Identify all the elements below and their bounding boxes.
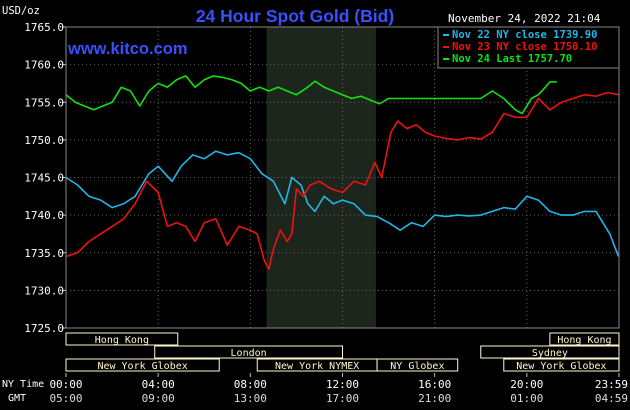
y-axis-ticks: 1765.0 1760.0 1755.0 1750.0 1745.0 1740.0 1735…	[24, 21, 66, 335]
x-tick-label-ny: 00:00	[49, 378, 82, 391]
session-bar	[154, 345, 343, 359]
x-tick-label-gmt: 09:00	[142, 392, 175, 405]
session-label: New York NYMEX	[275, 361, 359, 372]
ny-time-label: NY Time	[2, 379, 44, 390]
y-unit-label: USD/oz	[2, 5, 40, 17]
series-line	[65, 75, 557, 115]
grid-lines	[65, 26, 620, 329]
x-tick-label-gmt: 04:59	[595, 392, 628, 405]
x-tick-label-ny: 23:59	[595, 378, 628, 391]
session-bar	[65, 358, 220, 372]
series-layer	[65, 75, 620, 271]
x-tick-label-ny: 12:00	[326, 378, 359, 391]
x-tick-label-gmt: 13:00	[234, 392, 267, 405]
x-tick-label-gmt: 21:00	[418, 392, 451, 405]
plot-frame	[65, 26, 620, 329]
timestamp: November 24, 2022 21:04	[448, 12, 601, 25]
y-tick-label: 1750.0	[24, 134, 64, 147]
session-bar	[65, 332, 179, 346]
x-tick-label-gmt: 17:00	[326, 392, 359, 405]
y-tick-label: 1745.0	[24, 172, 64, 185]
x-tick-label-ny: 04:00	[142, 378, 175, 391]
x-tick-label-ny: 08:00	[234, 378, 267, 391]
session-label: NY Globex	[390, 361, 444, 372]
legend-label: Nov 23 NY close 1750.10	[452, 41, 597, 53]
y-tick-label: 1755.0	[24, 96, 64, 109]
session-label: London	[231, 348, 267, 359]
x-tick-label-ny: 16:00	[418, 378, 451, 391]
y-tick-label: 1725.0	[24, 322, 64, 335]
session-bar	[549, 332, 620, 346]
legend-box	[437, 26, 620, 69]
legend-label: Nov 22 NY close 1739.90	[452, 29, 597, 41]
legend-label: Nov 24 Last 1757.70	[452, 53, 572, 65]
market-sessions: Hong Kong Hong Kong London Sydney New York G…	[65, 332, 620, 372]
x-tick-label-ny: 20:00	[510, 378, 543, 391]
y-tick-label: 1735.0	[24, 247, 64, 260]
session-label: New York Globex	[516, 361, 606, 372]
y-tick-label: 1765.0	[24, 21, 64, 34]
session-bar	[376, 358, 459, 372]
session-label: Hong Kong	[95, 335, 149, 346]
y-tick-label: 1730.0	[24, 284, 64, 297]
x-tick-label-gmt: 01:00	[510, 392, 543, 405]
session-label: Hong Kong	[557, 335, 611, 346]
session-bar	[480, 345, 620, 359]
series-line	[65, 91, 619, 271]
session-label: New York Globex	[97, 361, 187, 372]
chart-title: 24 Hour Spot Gold (Bid)	[196, 6, 394, 26]
session-label: Sydney	[532, 348, 568, 359]
y-tick-label: 1760.0	[24, 59, 64, 72]
y-tick-label: 1740.0	[24, 209, 64, 222]
session-bar	[503, 358, 620, 372]
x-tick-label-gmt: 05:00	[49, 392, 82, 405]
series-line	[65, 150, 620, 257]
nymex-shaded-region	[266, 27, 376, 328]
gmt-label: GMT	[8, 393, 26, 404]
site-label: www.kitco.com	[67, 40, 188, 58]
